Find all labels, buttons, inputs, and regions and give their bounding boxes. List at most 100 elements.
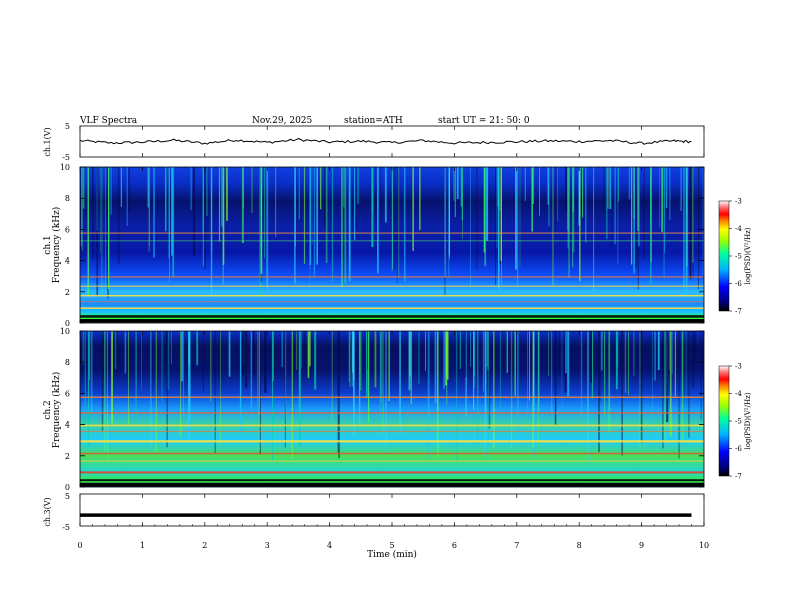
spectrogram-streak — [259, 331, 261, 455]
spectrogram-streak — [118, 167, 120, 264]
spectrogram-streak — [527, 331, 528, 459]
spectrogram-streak — [303, 331, 306, 367]
spectrogram-streak — [382, 331, 384, 434]
spectrogram-streak — [617, 167, 619, 265]
spectrogram-streak — [348, 331, 350, 382]
spectrogram-streak — [284, 331, 286, 448]
spectrogram-streak — [552, 167, 554, 287]
ytick-label: 0 — [65, 483, 70, 492]
spectrogram-streak — [90, 331, 93, 414]
spectrogram-band — [80, 460, 704, 462]
spectrogram-streak — [496, 167, 498, 249]
ch1-ytick-top: 5 — [65, 122, 70, 131]
colorbar-tick-label: -4 — [735, 390, 742, 398]
spectrogram-streak — [298, 167, 300, 220]
spectrogram-streak — [353, 331, 355, 436]
spectrogram-streak — [470, 167, 471, 290]
spectrogram-streak — [190, 167, 192, 210]
spectrogram-streak — [538, 331, 540, 411]
spectrogram-streak — [517, 331, 519, 435]
ch3-waveform-frame — [79, 493, 705, 527]
spectrogram-streak — [392, 167, 393, 268]
spectrogram-streak — [624, 331, 627, 393]
xtick-label: 0 — [77, 541, 82, 550]
xtick-label: 6 — [452, 541, 457, 550]
spectrogram-streak — [449, 167, 450, 255]
spectrogram-streak — [694, 331, 696, 363]
spectrogram-streak — [671, 331, 673, 375]
spectrogram-streak — [579, 167, 581, 282]
spectrogram-streak — [568, 167, 570, 234]
spectrogram-streak — [652, 331, 653, 444]
spectrogram-streak — [204, 167, 206, 269]
spectrogram-streak — [331, 331, 333, 421]
spectrogram-streak — [196, 331, 199, 366]
spectrogram-streak — [698, 167, 699, 289]
spectrogram-streak — [688, 331, 690, 438]
spectrogram-streak — [264, 167, 265, 259]
spectrogram-band — [80, 232, 704, 234]
spectrogram-streak — [202, 331, 204, 393]
spectrogram-streak — [210, 167, 213, 297]
spectrogram-streak — [565, 167, 567, 211]
spectrogram-streak — [654, 331, 656, 381]
spectrogram-streak — [557, 167, 559, 222]
spectrogram-streak — [371, 167, 374, 247]
spectrogram-streak — [555, 167, 557, 231]
spectrogram-streak — [554, 331, 557, 426]
spectrogram-streak — [116, 331, 118, 366]
spectrogram-streak — [669, 331, 672, 437]
colorbar-tick-label: -7 — [735, 308, 742, 316]
colorbar-tick-label: -3 — [735, 363, 742, 371]
spectrogram-streak — [591, 331, 593, 400]
spectrogram-streak — [385, 331, 387, 453]
spectrogram-streak — [399, 331, 401, 435]
spectrogram-streak — [398, 167, 400, 278]
spectrogram-streak — [692, 167, 694, 279]
spectrogram-streak — [611, 167, 613, 249]
ch2-frequency-ylabel: Frequency (kHz) — [51, 372, 62, 449]
spectrogram-streak — [128, 331, 129, 427]
spectrogram-streak — [206, 167, 208, 216]
spectrogram-streak — [309, 167, 312, 266]
spectrogram-streak — [169, 167, 170, 283]
spectrogram-band — [80, 452, 704, 455]
spectrogram-streak — [633, 167, 635, 274]
spectrogram-streak — [313, 167, 316, 278]
spectrogram-streak — [659, 167, 660, 228]
spectrogram-streak — [506, 331, 508, 373]
spectrogram-streak — [615, 331, 618, 390]
station-label: station=ATH — [344, 116, 403, 126]
spectrogram-streak — [572, 167, 574, 268]
spectrogram-streak — [606, 167, 608, 240]
colorbar-tick-label: -6 — [735, 445, 742, 453]
spectrogram-streak — [461, 167, 463, 221]
spectrogram-streak — [456, 167, 459, 200]
spectrogram-streak — [126, 167, 128, 226]
spectrogram-streak — [245, 331, 248, 389]
spectrogram-streak — [444, 167, 446, 278]
spectrogram-streak — [353, 331, 354, 380]
ch1-colorbar-gradient — [718, 200, 730, 312]
spectrogram-streak — [486, 331, 488, 367]
spectrogram-streak — [343, 167, 345, 208]
spectrogram-streak — [294, 167, 296, 284]
spectrogram-streak — [635, 167, 637, 268]
ch2-channel-label: ch.2 — [43, 400, 53, 419]
ch1-spectrogram-texture — [80, 167, 704, 323]
spectrogram-streak — [532, 331, 534, 448]
spectrogram-streak — [488, 331, 491, 429]
ch3-ytick-top: 5 — [65, 492, 70, 501]
spectrogram-streak — [499, 167, 502, 265]
ch2-spectrogram-texture — [80, 331, 704, 487]
spectrogram-streak — [316, 167, 318, 265]
spectrogram-streak — [598, 331, 600, 453]
spectrogram-streak — [460, 167, 462, 207]
spectrogram-streak — [631, 167, 633, 265]
spectrogram-streak — [493, 331, 495, 449]
spectrogram-streak — [181, 331, 184, 382]
spectrogram-streak — [445, 331, 448, 386]
spectrogram-streak — [120, 167, 122, 207]
spectrogram-streak — [548, 167, 550, 227]
ytick-label: 8 — [65, 194, 70, 203]
